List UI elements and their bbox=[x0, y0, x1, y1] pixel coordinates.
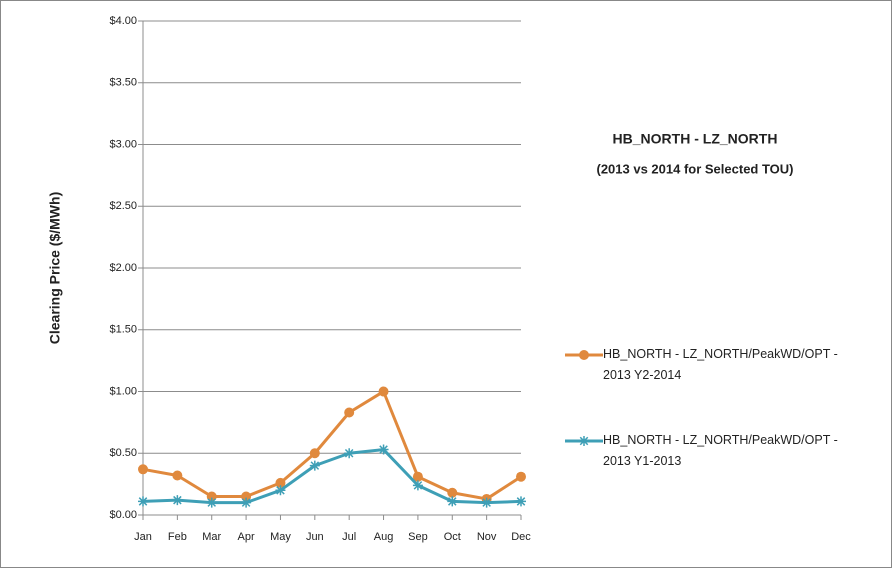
chart-title: HB_NORTH - LZ_NORTH bbox=[613, 131, 778, 147]
x-tick-label: Jan bbox=[134, 531, 152, 543]
y-tick-label: $3.50 bbox=[109, 77, 137, 89]
marker bbox=[447, 496, 458, 507]
y-tick-label: $0.50 bbox=[109, 447, 137, 459]
x-tick-label: Apr bbox=[238, 531, 255, 543]
marker bbox=[516, 471, 526, 482]
marker bbox=[206, 491, 217, 502]
y-tick-label: $1.50 bbox=[109, 324, 137, 336]
x-tick-label: Jul bbox=[342, 531, 356, 543]
marker bbox=[412, 480, 423, 491]
marker bbox=[138, 464, 148, 475]
marker bbox=[275, 485, 286, 496]
legend-label: HB_NORTH - LZ_NORTH/PeakWD/OPT - 2013 Y2… bbox=[603, 347, 838, 382]
y-tick-label: $2.50 bbox=[109, 200, 137, 212]
x-tick-label: May bbox=[270, 531, 291, 543]
y-axis-label: Clearing Price ($/MWh) bbox=[47, 192, 63, 344]
x-tick-label: Dec bbox=[511, 531, 531, 543]
marker bbox=[241, 491, 252, 502]
marker bbox=[412, 471, 423, 482]
marker bbox=[516, 496, 526, 507]
y-tick-label: $0.00 bbox=[109, 509, 137, 521]
x-tick-label: Mar bbox=[202, 531, 221, 543]
x-tick-label: Sep bbox=[408, 531, 428, 543]
marker bbox=[309, 448, 320, 459]
marker bbox=[172, 470, 183, 481]
marker bbox=[138, 496, 148, 507]
series-line bbox=[142, 390, 522, 501]
marker bbox=[344, 448, 355, 459]
marker bbox=[172, 495, 183, 506]
legend-label: HB_NORTH - LZ_NORTH/PeakWD/OPT - 2013 Y1… bbox=[603, 433, 838, 468]
marker bbox=[275, 477, 286, 488]
y-tick-label: $1.00 bbox=[109, 385, 137, 397]
marker bbox=[344, 407, 355, 418]
marker bbox=[378, 444, 389, 455]
y-tick-label: $4.00 bbox=[109, 15, 137, 27]
marker bbox=[309, 460, 320, 471]
marker bbox=[481, 497, 492, 508]
series-line bbox=[142, 448, 522, 505]
chart-subtitle: (2013 vs 2014 for Selected TOU) bbox=[596, 161, 793, 176]
x-tick-label: Oct bbox=[444, 531, 461, 543]
y-tick-label: $2.00 bbox=[109, 262, 137, 274]
y-tick-label: $3.00 bbox=[109, 138, 137, 150]
x-tick-label: Nov bbox=[477, 531, 497, 543]
marker bbox=[378, 386, 389, 397]
x-tick-label: Aug bbox=[374, 531, 394, 543]
x-tick-label: Jun bbox=[306, 531, 324, 543]
marker bbox=[579, 436, 589, 446]
marker bbox=[241, 497, 252, 508]
marker bbox=[206, 497, 217, 508]
marker bbox=[447, 487, 458, 498]
x-tick-label: Feb bbox=[168, 531, 187, 543]
marker bbox=[579, 350, 589, 360]
